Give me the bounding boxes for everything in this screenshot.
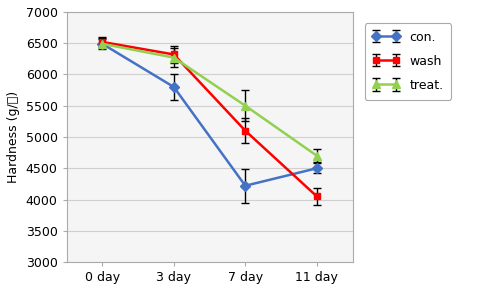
- Y-axis label: Hardness (g/㎢): Hardness (g/㎢): [7, 91, 20, 183]
- Legend: con., wash, treat.: con., wash, treat.: [365, 23, 451, 100]
